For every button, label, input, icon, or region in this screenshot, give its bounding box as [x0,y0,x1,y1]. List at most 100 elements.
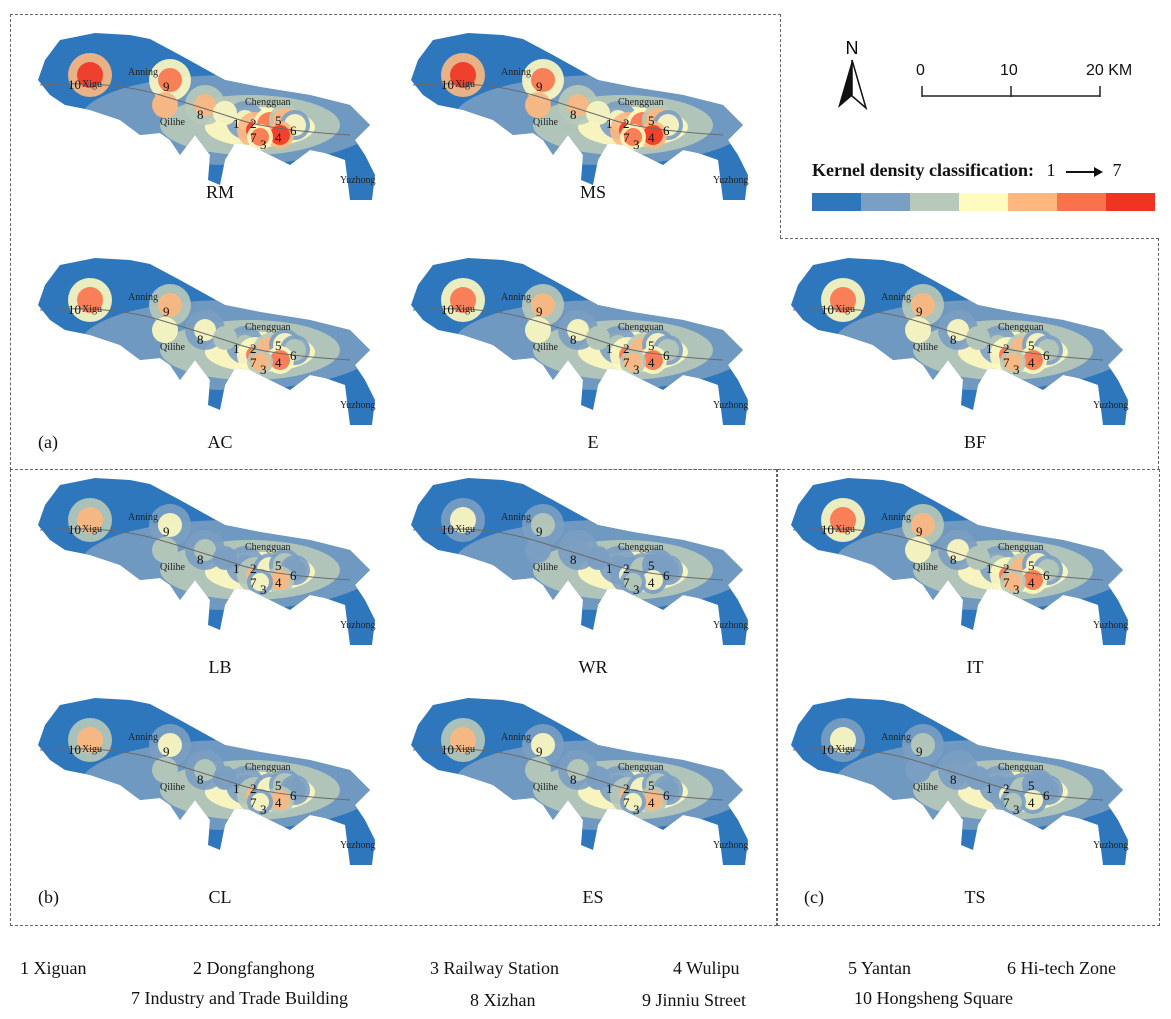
svg-text:2: 2 [1003,561,1010,576]
svg-text:Yuzhong: Yuzhong [713,840,749,851]
svg-text:Yuzhong: Yuzhong [713,175,749,186]
svg-text:9: 9 [163,304,170,319]
svg-text:4: 4 [275,575,282,590]
svg-text:Yuzhong: Yuzhong [713,400,749,411]
map-label-RM: RM [205,182,234,202]
svg-text:1: 1 [233,116,240,131]
svg-text:Chengguan: Chengguan [618,97,664,108]
svg-text:6: 6 [1043,568,1050,583]
group-a-label: (a) [38,432,58,452]
svg-text:10: 10 [441,77,454,92]
map-label-CL: CL [208,887,232,907]
svg-text:10: 10 [821,742,834,757]
svg-text:Xigu: Xigu [82,304,102,315]
svg-text:Qilihe: Qilihe [533,342,559,353]
svg-text:7: 7 [623,795,630,810]
svg-text:6: 6 [663,788,670,803]
svg-text:1: 1 [233,781,240,796]
svg-text:4: 4 [275,355,282,370]
map-svg-IT: Xigu Anning Qilihe Chengguan Yuzhong 10 … [791,478,1129,645]
svg-text:7: 7 [623,575,630,590]
svg-text:6: 6 [663,123,670,138]
map-label-TS: TS [964,887,986,907]
svg-text:10: 10 [68,522,81,537]
svg-text:2: 2 [250,781,257,796]
svg-text:2: 2 [250,561,257,576]
svg-text:Anning: Anning [881,732,911,743]
svg-text:Xigu: Xigu [82,744,102,755]
svg-text:4: 4 [275,795,282,810]
group-c-label: (c) [804,887,824,907]
svg-text:7: 7 [1003,575,1010,590]
svg-text:Xigu: Xigu [455,744,475,755]
svg-text:Xigu: Xigu [82,524,102,535]
svg-text:1: 1 [233,561,240,576]
map-label-LB: LB [208,657,232,677]
group-b-frame [10,469,777,926]
svg-text:9: 9 [163,744,170,759]
north-label: N [846,38,859,58]
map-svg-RM: Xigu Anning Qilihe Chengguan Yuzhong 10 … [38,33,376,200]
svg-text:5: 5 [1028,338,1035,353]
svg-text:10: 10 [68,77,81,92]
svg-text:5: 5 [648,558,655,573]
svg-text:Xigu: Xigu [455,304,475,315]
map-ES: Xigu Anning Qilihe Chengguan Yuzhong 10 … [393,690,763,870]
map-IT: Xigu Anning Qilihe Chengguan Yuzhong 10 … [773,470,1143,650]
svg-text:2: 2 [1003,341,1010,356]
map-svg-E: Xigu Anning Qilihe Chengguan Yuzhong 10 … [411,258,749,425]
map-svg-WR: Xigu Anning Qilihe Chengguan Yuzhong 10 … [411,478,749,645]
svg-text:7: 7 [1003,795,1010,810]
svg-text:Chengguan: Chengguan [245,97,291,108]
svg-text:Qilihe: Qilihe [913,342,939,353]
svg-text:Qilihe: Qilihe [913,782,939,793]
map-WR: Xigu Anning Qilihe Chengguan Yuzhong 10 … [393,470,763,650]
svg-text:1: 1 [986,561,993,576]
svg-text:9: 9 [536,79,543,94]
svg-text:10: 10 [441,302,454,317]
legend-swatch-2 [861,193,910,211]
svg-text:Chengguan: Chengguan [618,762,664,773]
map-svg-CL: Xigu Anning Qilihe Chengguan Yuzhong 10 … [38,698,376,865]
svg-text:2: 2 [623,561,630,576]
svg-text:3: 3 [1013,802,1020,817]
map-svg-LB: Xigu Anning Qilihe Chengguan Yuzhong 10 … [38,478,376,645]
footer-item-9: 9 Jinniu Street [642,990,746,1010]
svg-text:9: 9 [163,524,170,539]
svg-text:Yuzhong: Yuzhong [340,840,376,851]
scale-tick-0: 0 [916,62,925,79]
svg-text:3: 3 [260,137,267,152]
svg-text:Yuzhong: Yuzhong [713,620,749,631]
svg-text:Qilihe: Qilihe [160,562,186,573]
map-label-IT: IT [966,657,984,677]
svg-text:2: 2 [250,116,257,131]
svg-text:Chengguan: Chengguan [618,322,664,333]
svg-text:Chengguan: Chengguan [998,762,1044,773]
svg-text:5: 5 [275,338,282,353]
svg-text:6: 6 [290,568,297,583]
svg-text:Anning: Anning [501,67,531,78]
map-LB: Xigu Anning Qilihe Chengguan Yuzhong 10 … [20,470,390,650]
svg-text:3: 3 [260,362,267,377]
svg-text:Xigu: Xigu [835,304,855,315]
svg-text:4: 4 [648,575,655,590]
svg-text:Xigu: Xigu [835,524,855,535]
svg-text:3: 3 [633,802,640,817]
svg-text:Xigu: Xigu [82,79,102,90]
svg-text:Chengguan: Chengguan [245,322,291,333]
legend-from: 1 [1046,160,1056,180]
svg-text:Xigu: Xigu [455,79,475,90]
svg-text:1: 1 [606,781,613,796]
svg-text:4: 4 [1028,575,1035,590]
svg-text:Anning: Anning [128,292,158,303]
footer-item-3: 3 Railway Station [430,958,559,978]
svg-text:Yuzhong: Yuzhong [1093,400,1129,411]
scale-tick-20: 20 KM [1086,62,1133,79]
svg-text:6: 6 [290,788,297,803]
svg-text:7: 7 [623,355,630,370]
map-E: Xigu Anning Qilihe Chengguan Yuzhong 10 … [393,250,763,430]
svg-text:2: 2 [623,781,630,796]
svg-text:8: 8 [570,552,577,567]
svg-text:9: 9 [536,304,543,319]
map-svg-AC: Xigu Anning Qilihe Chengguan Yuzhong 10 … [38,258,376,425]
